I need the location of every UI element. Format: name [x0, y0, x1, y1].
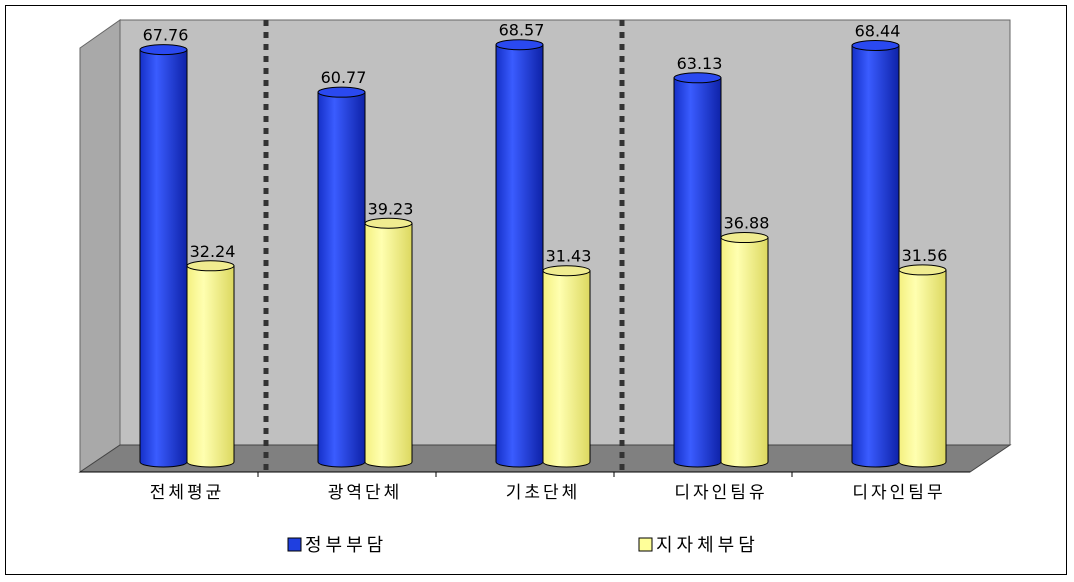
legend-label: 정부부담 — [305, 535, 387, 556]
value-label: 39.23 — [368, 199, 414, 218]
bar-government-1 — [139, 44, 188, 468]
bar-local-3 — [542, 265, 591, 468]
value-label: 31.56 — [902, 246, 948, 265]
x-tick-label: 디자인팀유 — [674, 483, 767, 503]
legend-swatch — [638, 537, 653, 552]
bar-government-5 — [851, 39, 900, 468]
value-label: 68.44 — [855, 21, 901, 40]
x-tick-label: 광역단체 — [328, 483, 403, 503]
value-label: 60.77 — [321, 68, 367, 87]
value-label: 36.88 — [724, 214, 770, 233]
x-tick-label: 전체평균 — [150, 483, 225, 503]
legend-swatch — [287, 537, 302, 552]
value-label: 63.13 — [677, 54, 723, 73]
legend-item-1: 정부부담 — [287, 535, 387, 556]
value-label: 68.57 — [499, 21, 545, 40]
value-label: 32.24 — [190, 242, 236, 261]
plot-left-wall — [79, 19, 121, 473]
bar-local-4 — [720, 232, 769, 468]
legend-label: 지자체부담 — [656, 535, 759, 556]
x-tick-label: 기초단체 — [506, 483, 581, 503]
bar-local-2 — [364, 217, 413, 468]
bar-local-5 — [898, 264, 947, 468]
legend-item-2: 지자체부담 — [638, 535, 759, 556]
bar-government-4 — [673, 72, 722, 468]
bar-government-3 — [495, 39, 544, 468]
bar-government-2 — [317, 86, 366, 468]
value-label: 31.43 — [546, 247, 592, 266]
value-label: 67.76 — [143, 26, 189, 45]
x-tick-label: 디자인팀무 — [852, 483, 945, 503]
bar-local-1 — [186, 260, 235, 468]
